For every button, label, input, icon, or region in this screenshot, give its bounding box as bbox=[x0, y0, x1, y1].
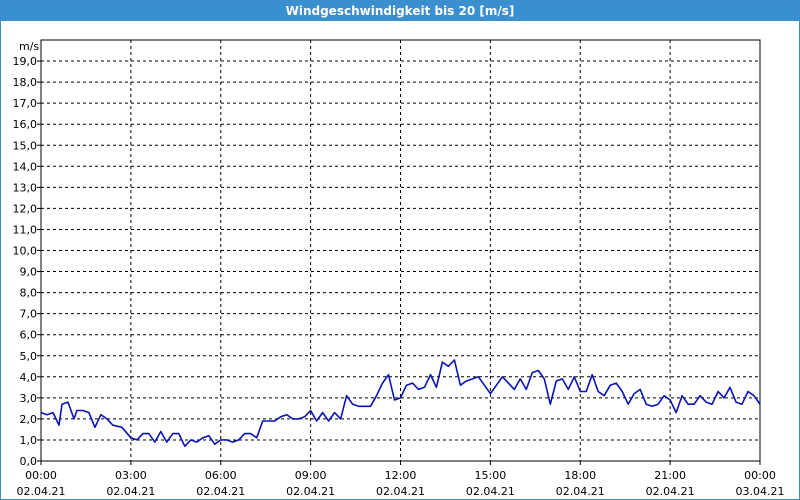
y-tick-label: 4,0 bbox=[20, 371, 38, 384]
x-tick-time-label: 06:00 bbox=[205, 469, 237, 482]
axes bbox=[37, 39, 761, 465]
y-tick-label: 5,0 bbox=[20, 350, 38, 363]
y-tick-label: 7,0 bbox=[20, 308, 38, 321]
y-tick-label: 6,0 bbox=[20, 329, 38, 342]
x-tick-time-label: 15:00 bbox=[475, 469, 507, 482]
y-tick-label: 15,0 bbox=[13, 139, 38, 152]
x-tick-time-label: 00:00 bbox=[25, 469, 57, 482]
y-tick-label: 13,0 bbox=[13, 181, 38, 194]
y-tick-label: 17,0 bbox=[13, 97, 38, 110]
y-tick-label: 10,0 bbox=[13, 245, 38, 258]
y-tick-label: 18,0 bbox=[13, 76, 38, 89]
x-tick-date-label: 02.04.21 bbox=[376, 485, 425, 498]
series-layer bbox=[40, 359, 761, 448]
x-tick-date-label: 02.04.21 bbox=[466, 485, 515, 498]
y-tick-label: 19,0 bbox=[13, 55, 38, 68]
y-tick-label: 12,0 bbox=[13, 202, 38, 215]
x-tick-date-label: 02.04.21 bbox=[196, 485, 245, 498]
y-tick-label: 9,0 bbox=[20, 266, 38, 279]
y-tick-label: 0,0 bbox=[20, 455, 38, 468]
x-tick-date-label: 02.04.21 bbox=[556, 485, 605, 498]
wind-speed-line bbox=[40, 359, 761, 448]
x-tick-date-label: 02.04.21 bbox=[646, 485, 695, 498]
y-tick-label: 3,0 bbox=[20, 392, 38, 405]
x-tick-time-label: 12:00 bbox=[385, 469, 417, 482]
y-tick-label: 8,0 bbox=[20, 287, 38, 300]
x-tick-date-label: 03.04.21 bbox=[736, 485, 785, 498]
x-tick-time-label: 18:00 bbox=[564, 469, 596, 482]
tick-labels: 0,0 1,0 2,0 3,0 4,0 5,0 6,0 7,0 8,0 9,0 10,0 11,0 12… bbox=[13, 55, 785, 498]
x-tick-time-label: 09:00 bbox=[295, 469, 327, 482]
x-tick-date-label: 02.04.21 bbox=[106, 485, 155, 498]
x-tick-time-label: 21:00 bbox=[654, 469, 686, 482]
x-tick-time-label: 00:00 bbox=[744, 469, 776, 482]
x-tick-date-label: 02.04.21 bbox=[286, 485, 335, 498]
y-axis-unit-label: m/s bbox=[19, 40, 39, 53]
plot-frame bbox=[40, 39, 761, 462]
y-tick-label: 1,0 bbox=[20, 434, 38, 447]
y-tick-label: 11,0 bbox=[13, 223, 38, 236]
chart-title: Windgeschwindigkeit bis 20 [m/s] bbox=[1, 1, 799, 21]
y-tick-label: 2,0 bbox=[20, 413, 38, 426]
y-tick-label: 14,0 bbox=[13, 160, 38, 173]
x-tick-time-label: 03:00 bbox=[115, 469, 147, 482]
y-tick-label: 16,0 bbox=[13, 118, 38, 131]
x-tick-date-label: 02.04.21 bbox=[17, 485, 66, 498]
